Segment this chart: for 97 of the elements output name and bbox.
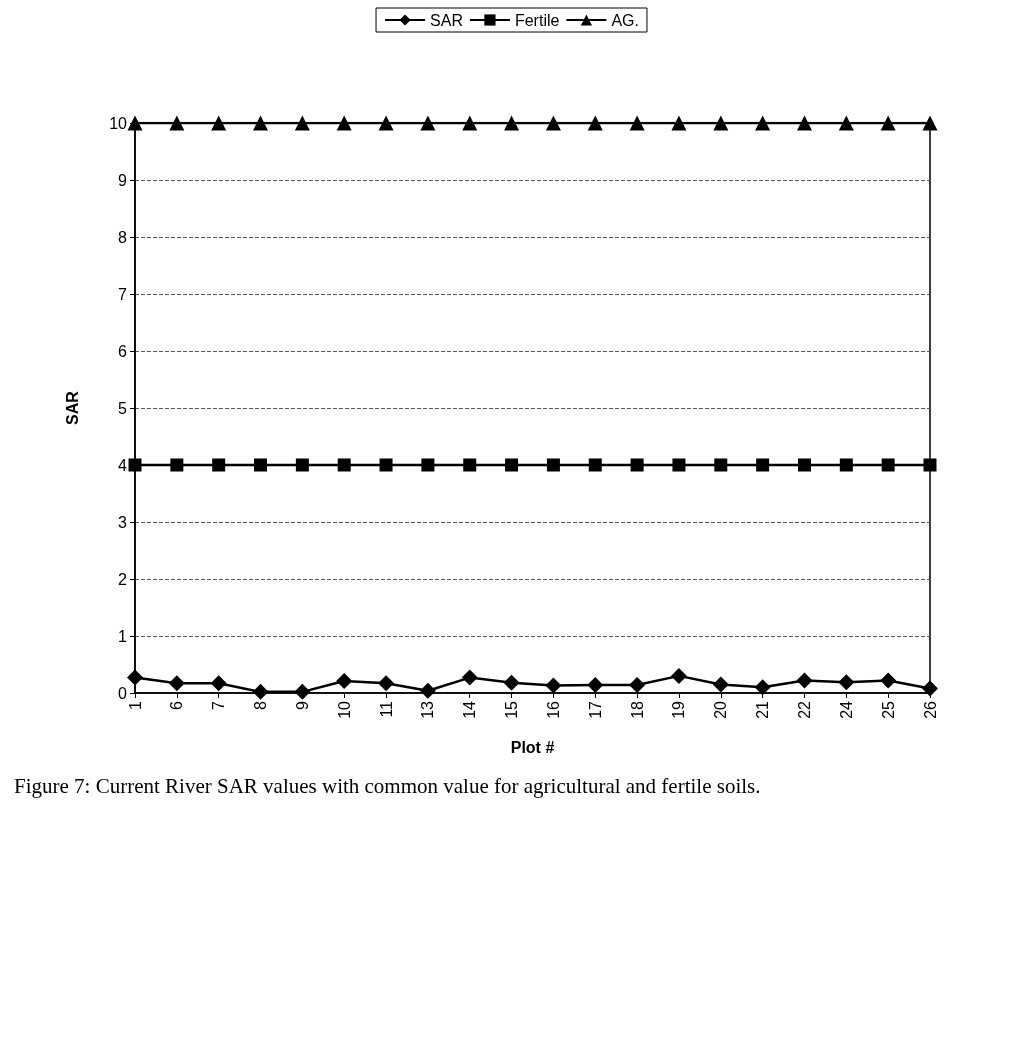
x-tick-label: 19 (670, 700, 688, 719)
x-tick-label: 25 (879, 700, 897, 719)
y-tick-label: 8 (118, 228, 128, 246)
point (337, 458, 351, 472)
point (128, 458, 142, 472)
point (588, 458, 602, 472)
y-tick-label: 0 (118, 684, 128, 702)
point (714, 458, 728, 472)
point (671, 115, 687, 131)
point (127, 669, 143, 686)
x-tick-label: 18 (628, 700, 646, 719)
point (210, 675, 227, 692)
legend-label: AG. (611, 11, 639, 29)
x-tick-label: 14 (461, 700, 479, 719)
x-tick-label: 6 (168, 700, 186, 710)
point (880, 115, 896, 131)
x-tick-label: 7 (210, 700, 228, 710)
point (421, 458, 435, 472)
x-tick-label: 10 (335, 700, 353, 719)
point (546, 458, 560, 472)
x-tick-label: 15 (503, 700, 521, 719)
point (211, 115, 227, 131)
point (756, 458, 770, 472)
x-tick-label: 26 (921, 700, 939, 719)
point (462, 115, 478, 131)
point (170, 458, 184, 472)
x-tick-label: 9 (293, 700, 311, 710)
y-tick-label: 5 (118, 399, 128, 417)
point (254, 458, 268, 472)
y-tick-label: 9 (118, 171, 128, 189)
point (838, 674, 855, 691)
point (463, 458, 477, 472)
point (505, 458, 519, 472)
point (630, 458, 644, 472)
point (378, 115, 394, 131)
point (378, 675, 395, 692)
y-tick-label: 1 (118, 627, 128, 645)
point (294, 115, 310, 131)
point (923, 458, 937, 472)
y-tick-label: 3 (118, 513, 128, 531)
y-tick-label: 4 (118, 456, 128, 474)
point (797, 458, 811, 472)
point (672, 458, 686, 472)
x-tick-label: 11 (377, 700, 395, 718)
point (881, 458, 895, 472)
point (922, 115, 938, 131)
point (253, 115, 269, 131)
point (838, 115, 854, 131)
x-tick-label: 17 (586, 700, 604, 719)
point (670, 667, 687, 684)
point (419, 682, 436, 699)
point (295, 458, 309, 472)
point (839, 458, 853, 472)
point (922, 680, 938, 697)
point (212, 458, 226, 472)
x-tick-label: 22 (795, 700, 813, 719)
x-axis-title: Plot # (510, 738, 555, 756)
y-tick-label: 6 (118, 342, 128, 360)
point (629, 115, 645, 131)
point (127, 115, 143, 131)
point (796, 672, 813, 689)
point (713, 115, 729, 131)
x-tick-label: 13 (419, 700, 437, 719)
x-tick-label: 1 (126, 700, 144, 710)
x-tick-label: 8 (252, 700, 270, 710)
point (880, 672, 897, 689)
point (587, 115, 603, 131)
point (336, 115, 352, 131)
point (504, 115, 520, 131)
legend-label: Fertile (514, 11, 560, 29)
point (168, 675, 185, 692)
point (420, 115, 436, 131)
point (461, 669, 478, 686)
point (252, 683, 269, 700)
point (294, 683, 311, 700)
y-tick-label: 7 (118, 285, 128, 303)
y-tick-label: 10 (109, 114, 128, 132)
caption: Figure 7: Current River SAR values with common value for agricultural and fertile soils. (14, 774, 761, 799)
x-tick-label: 20 (712, 700, 730, 719)
y-tick-label: 2 (118, 570, 128, 588)
point (587, 677, 604, 694)
point (796, 115, 812, 131)
point (379, 458, 393, 472)
point (712, 676, 729, 693)
x-tick-label: 16 (544, 700, 562, 719)
legend-label: SAR (430, 11, 463, 29)
point (755, 115, 771, 131)
point (169, 115, 185, 131)
point (503, 674, 520, 691)
point (545, 677, 562, 694)
point (629, 677, 646, 694)
x-tick-label: 21 (754, 700, 772, 719)
y-axis-title: SAR (63, 390, 81, 425)
point (754, 679, 771, 696)
point (336, 673, 353, 690)
point (545, 115, 561, 131)
x-tick-label: 24 (837, 700, 855, 719)
